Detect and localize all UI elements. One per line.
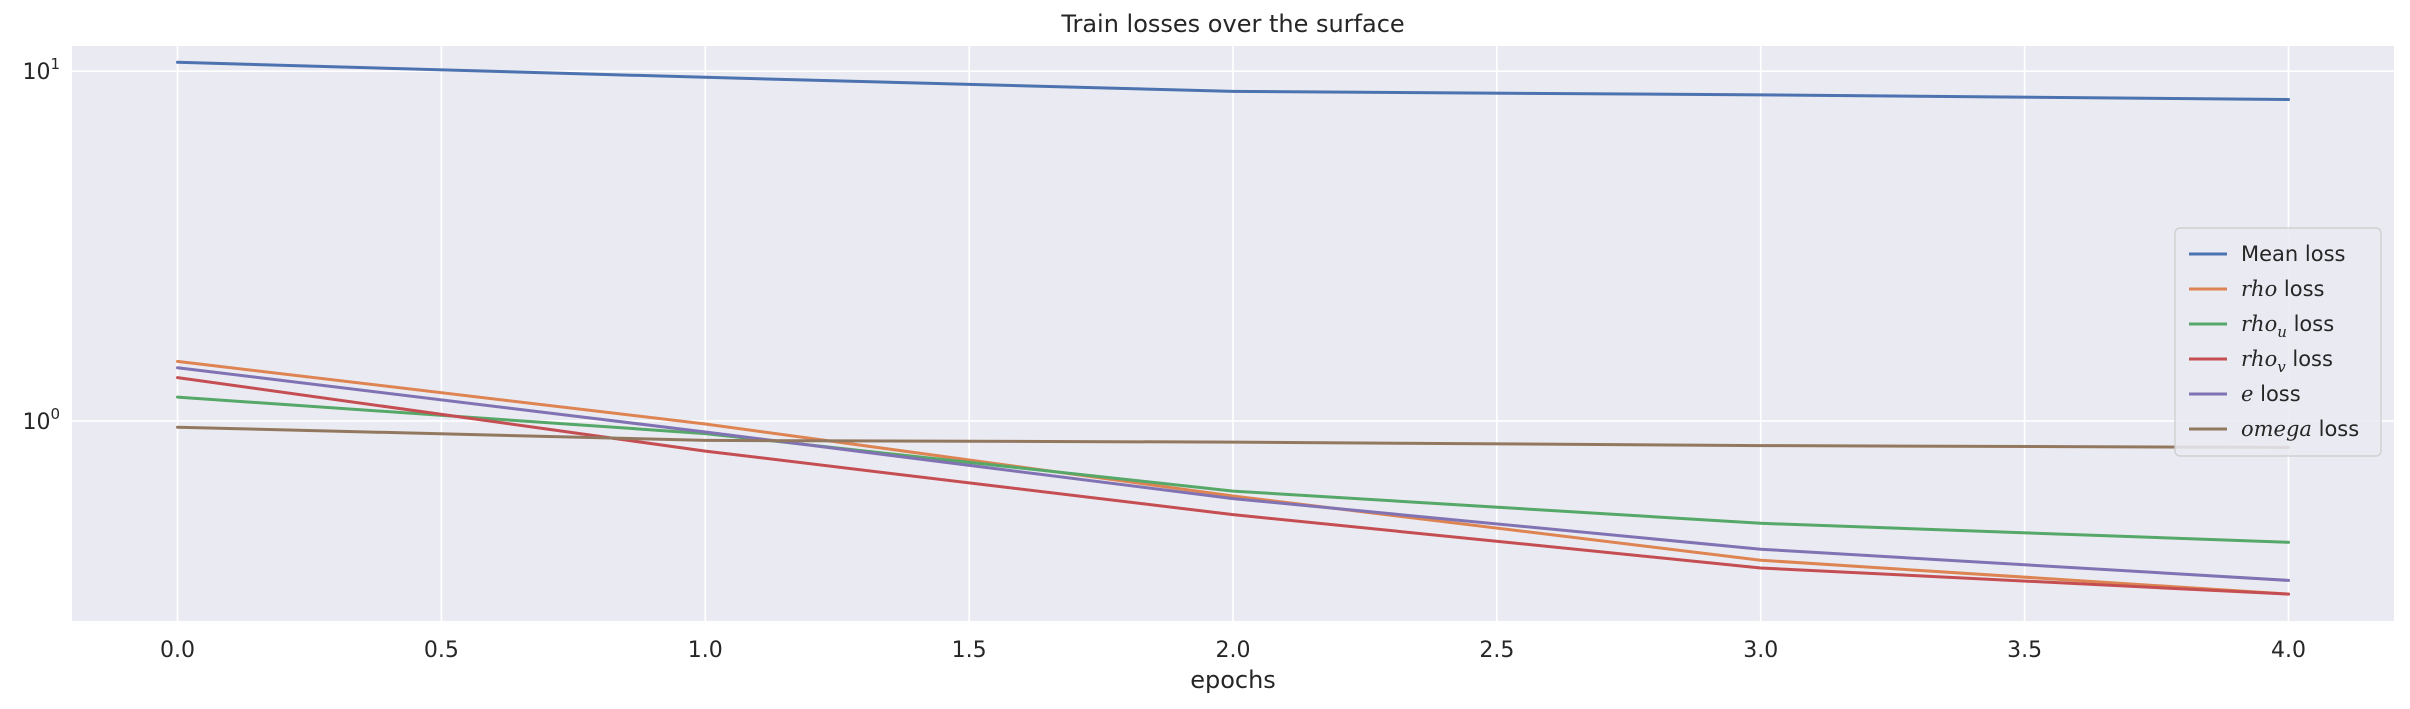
x-tick-label: 1.5 — [952, 638, 987, 663]
y-tick-label: 100 — [22, 405, 60, 435]
series-lines — [176, 60, 2290, 596]
series-line-rho-u-loss — [176, 395, 2290, 544]
series-line-e-loss — [176, 366, 2290, 582]
legend-label: rho loss — [2241, 277, 2324, 301]
x-axis-ticks: 0.0 0.5 1.0 1.5 2.0 2.5 3.0 3.5 4.0 — [160, 638, 2306, 663]
chart-title: Train losses over the surface — [1060, 10, 1404, 38]
x-tick-label: 3.5 — [2007, 638, 2042, 663]
y-tick-label: 101 — [22, 55, 60, 85]
x-tick-label: 2.5 — [1479, 638, 1514, 663]
x-tick-label: 2.0 — [1216, 638, 1251, 663]
x-axis-label: epochs — [1190, 666, 1276, 694]
legend-box — [2174, 227, 2382, 457]
series-line-omega-loss — [176, 425, 2290, 449]
x-tick-label: 0.5 — [424, 638, 459, 663]
series-line-rho-v-loss — [176, 376, 2290, 596]
series-line-rho-loss — [176, 359, 2290, 596]
legend: Mean loss rho loss rhou loss rhov loss e los… — [2174, 227, 2382, 457]
legend-label: Mean loss — [2241, 242, 2345, 266]
x-tick-label: 0.0 — [160, 638, 195, 663]
series-line-mean-loss — [176, 60, 2290, 101]
x-tick-label: 1.0 — [688, 638, 723, 663]
legend-label: omega loss — [2241, 417, 2359, 441]
legend-label: e loss — [2241, 382, 2301, 406]
y-axis-ticks: 100 101 — [22, 55, 60, 435]
x-tick-label: 3.0 — [1743, 638, 1778, 663]
legend-label: rhou loss — [2241, 312, 2334, 341]
x-tick-label: 4.0 — [2271, 638, 2306, 663]
legend-label: rhov loss — [2241, 347, 2333, 376]
